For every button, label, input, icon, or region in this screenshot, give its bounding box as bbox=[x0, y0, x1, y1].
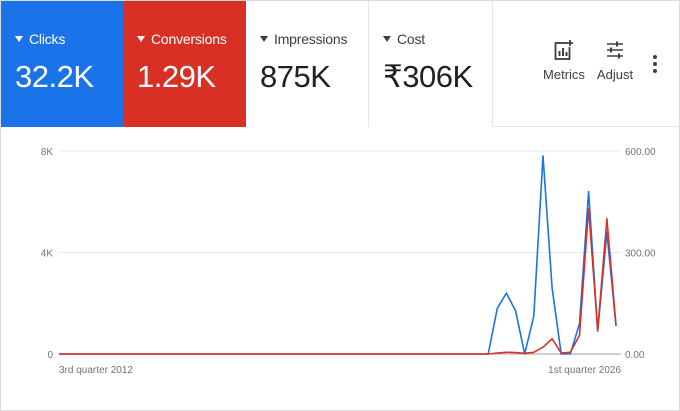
metric-label: Clicks bbox=[29, 31, 66, 47]
y-right-tick-label: 600.00 bbox=[625, 147, 656, 158]
series-line-conversions bbox=[59, 207, 617, 355]
y-left-tick-label: 4K bbox=[41, 249, 54, 260]
metrics-button[interactable]: Metrics bbox=[539, 39, 589, 82]
y-right-tick-label: 300.00 bbox=[625, 249, 656, 260]
metric-card-impressions[interactable]: Impressions 875K bbox=[246, 1, 369, 127]
tune-icon bbox=[607, 41, 623, 59]
add-chart-icon bbox=[554, 39, 573, 60]
more-options-icon[interactable] bbox=[649, 55, 661, 77]
metric-value: 32.2K bbox=[15, 59, 94, 94]
caret-down-icon bbox=[383, 36, 391, 42]
metric-value: 1.29K bbox=[137, 59, 216, 94]
metric-label: Conversions bbox=[151, 31, 227, 47]
caret-down-icon bbox=[260, 36, 268, 42]
x-start-label: 3rd quarter 2012 bbox=[59, 365, 133, 376]
adjust-label: Adjust bbox=[596, 67, 634, 82]
y-right-tick-label: 0.00 bbox=[625, 350, 645, 361]
metric-cards-row: Clicks 32.2K Conversions 1.29K Impressio… bbox=[1, 1, 680, 127]
caret-down-icon bbox=[15, 36, 23, 42]
y-left-tick-label: 0 bbox=[47, 350, 53, 361]
y-left-tick-label: 8K bbox=[41, 147, 54, 158]
x-end-label: 1st quarter 2026 bbox=[548, 365, 621, 376]
metrics-label: Metrics bbox=[543, 67, 585, 82]
metric-label: Impressions bbox=[274, 31, 348, 47]
performance-chart: 0 4K 8K 0.00 300.00 600.00 3rd quarter 2012 1st… bbox=[1, 127, 680, 411]
metric-card-cost[interactable]: Cost ₹306K bbox=[369, 1, 493, 127]
caret-down-icon bbox=[137, 36, 145, 42]
metric-label: Cost bbox=[397, 31, 425, 47]
adjust-button[interactable]: Adjust bbox=[590, 39, 640, 82]
metric-card-clicks[interactable]: Clicks 32.2K bbox=[1, 1, 123, 127]
metric-value: ₹306K bbox=[383, 59, 473, 94]
metric-card-conversions[interactable]: Conversions 1.29K bbox=[123, 1, 246, 127]
metric-value: 875K bbox=[260, 59, 331, 94]
line-chart: 0 4K 8K 0.00 300.00 600.00 3rd quarter 2012 1st… bbox=[41, 147, 656, 376]
series-line-clicks bbox=[59, 155, 617, 355]
